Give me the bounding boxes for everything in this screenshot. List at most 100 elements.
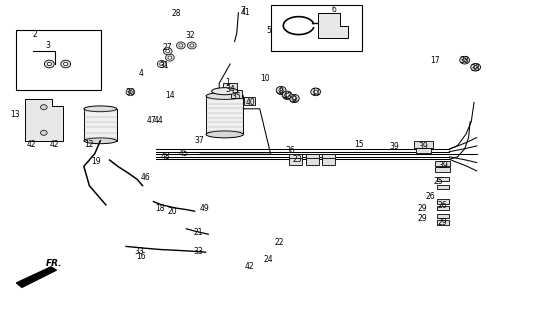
- Text: 23: 23: [293, 155, 302, 164]
- Ellipse shape: [289, 94, 299, 102]
- Bar: [231, 91, 242, 99]
- Ellipse shape: [64, 62, 68, 66]
- Polygon shape: [16, 267, 56, 287]
- Text: 38: 38: [471, 64, 481, 73]
- Text: 1: 1: [225, 78, 230, 87]
- Text: 30: 30: [125, 88, 135, 97]
- Ellipse shape: [84, 138, 117, 144]
- Text: 17: 17: [430, 56, 439, 65]
- Bar: [437, 206, 449, 210]
- Text: 7: 7: [241, 6, 245, 15]
- Ellipse shape: [41, 105, 47, 110]
- Bar: [437, 214, 449, 218]
- Ellipse shape: [206, 131, 243, 138]
- Text: 5: 5: [266, 26, 271, 35]
- Bar: [289, 154, 302, 160]
- Ellipse shape: [290, 96, 299, 103]
- Text: FR.: FR.: [45, 259, 62, 268]
- Ellipse shape: [168, 56, 172, 59]
- Text: 13: 13: [10, 110, 20, 119]
- Text: 26: 26: [425, 192, 435, 201]
- Text: 47: 47: [147, 116, 157, 125]
- Text: 3: 3: [46, 41, 50, 50]
- Bar: [306, 154, 319, 160]
- Text: 29: 29: [438, 218, 448, 227]
- Ellipse shape: [47, 62, 52, 66]
- Text: 45: 45: [179, 149, 189, 158]
- Text: 8: 8: [279, 87, 283, 96]
- Ellipse shape: [311, 88, 321, 96]
- Ellipse shape: [126, 89, 135, 96]
- Text: 22: 22: [275, 238, 284, 247]
- Text: 27: 27: [163, 43, 173, 52]
- Ellipse shape: [293, 98, 296, 101]
- Text: 35: 35: [232, 92, 242, 101]
- Text: 2: 2: [32, 30, 37, 39]
- Ellipse shape: [460, 56, 470, 64]
- Text: 4: 4: [139, 69, 144, 78]
- Ellipse shape: [473, 66, 478, 69]
- Text: 9: 9: [292, 95, 296, 104]
- Ellipse shape: [292, 97, 296, 100]
- Polygon shape: [25, 99, 63, 141]
- Ellipse shape: [190, 44, 194, 47]
- Text: 48: 48: [161, 152, 170, 161]
- Text: 15: 15: [354, 140, 364, 149]
- Ellipse shape: [279, 90, 283, 93]
- Ellipse shape: [84, 106, 117, 112]
- Ellipse shape: [176, 42, 185, 49]
- Ellipse shape: [160, 62, 163, 66]
- Ellipse shape: [313, 90, 318, 94]
- Bar: [416, 148, 431, 153]
- Text: 28: 28: [172, 9, 181, 18]
- Text: 41: 41: [240, 8, 250, 17]
- Text: 34: 34: [225, 85, 235, 94]
- Ellipse shape: [179, 44, 183, 47]
- Ellipse shape: [282, 91, 292, 99]
- Bar: [271, 5, 362, 51]
- Ellipse shape: [165, 50, 170, 53]
- Text: 40: 40: [246, 98, 255, 107]
- Bar: [437, 220, 449, 225]
- Text: 24: 24: [264, 255, 273, 264]
- Text: 12: 12: [84, 140, 94, 149]
- Text: 44: 44: [153, 116, 163, 125]
- Text: 25: 25: [433, 177, 443, 186]
- Text: 26: 26: [438, 201, 448, 210]
- Bar: [206, 96, 243, 134]
- Text: 20: 20: [168, 207, 178, 216]
- Text: 31: 31: [159, 61, 169, 70]
- Text: 18: 18: [155, 204, 165, 213]
- Ellipse shape: [61, 60, 71, 68]
- Bar: [244, 97, 255, 105]
- Text: 16: 16: [136, 252, 146, 261]
- Ellipse shape: [277, 88, 286, 95]
- Bar: [437, 177, 449, 181]
- Ellipse shape: [279, 89, 283, 92]
- Bar: [322, 158, 335, 165]
- Bar: [223, 83, 237, 93]
- Ellipse shape: [44, 60, 54, 68]
- Text: 36: 36: [286, 146, 295, 155]
- Ellipse shape: [163, 48, 172, 55]
- Bar: [437, 185, 449, 189]
- Text: 29: 29: [417, 214, 427, 223]
- Bar: [435, 161, 450, 166]
- Text: 21: 21: [193, 228, 203, 237]
- Ellipse shape: [276, 86, 286, 94]
- Bar: [414, 141, 433, 148]
- Ellipse shape: [165, 54, 174, 61]
- Text: 14: 14: [165, 91, 175, 100]
- Text: 10: 10: [260, 74, 270, 83]
- Text: 37: 37: [194, 136, 204, 145]
- Ellipse shape: [206, 92, 243, 100]
- Text: 38: 38: [459, 56, 469, 65]
- Bar: [289, 158, 302, 165]
- Text: 49: 49: [200, 204, 210, 213]
- Ellipse shape: [157, 60, 166, 68]
- Ellipse shape: [463, 59, 467, 62]
- Ellipse shape: [128, 91, 133, 94]
- Ellipse shape: [212, 88, 238, 95]
- Bar: [322, 154, 335, 160]
- Text: 29: 29: [417, 204, 427, 213]
